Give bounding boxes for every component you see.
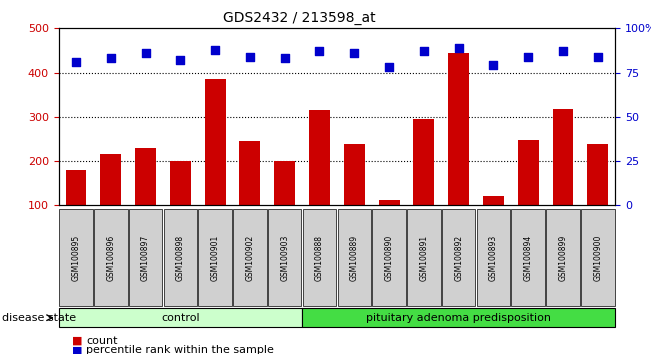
Text: GSM100895: GSM100895 [72, 234, 81, 281]
Text: GSM100891: GSM100891 [419, 234, 428, 281]
Text: percentile rank within the sample: percentile rank within the sample [86, 346, 274, 354]
Point [523, 54, 533, 59]
Text: GSM100896: GSM100896 [106, 234, 115, 281]
Point [279, 56, 290, 61]
Bar [66, 170, 87, 205]
Text: GSM100900: GSM100900 [593, 234, 602, 281]
Point [384, 64, 395, 70]
Point [349, 50, 359, 56]
Bar [483, 196, 504, 205]
Text: GSM100898: GSM100898 [176, 234, 185, 281]
Point [558, 48, 568, 54]
Point [314, 48, 325, 54]
Bar [379, 200, 400, 205]
Bar [309, 110, 330, 205]
Bar [170, 161, 191, 205]
Text: GSM100897: GSM100897 [141, 234, 150, 281]
Bar [587, 144, 608, 205]
Text: disease state: disease state [2, 313, 76, 323]
Point [592, 54, 603, 59]
Point [245, 54, 255, 59]
Bar [518, 140, 538, 205]
Point [210, 47, 220, 52]
Text: GSM100890: GSM100890 [385, 234, 394, 281]
Text: GSM100901: GSM100901 [211, 234, 219, 281]
Point [105, 56, 116, 61]
Bar [135, 148, 156, 205]
Point [175, 57, 186, 63]
Point [488, 63, 499, 68]
Text: GSM100889: GSM100889 [350, 234, 359, 281]
Text: control: control [161, 313, 200, 323]
Text: GSM100888: GSM100888 [315, 235, 324, 280]
Text: GSM100894: GSM100894 [523, 234, 533, 281]
Point [141, 50, 151, 56]
Bar [553, 109, 574, 205]
Bar [413, 119, 434, 205]
Text: GSM100892: GSM100892 [454, 234, 463, 281]
Text: ■: ■ [72, 346, 82, 354]
Text: GSM100899: GSM100899 [559, 234, 568, 281]
Text: GSM100893: GSM100893 [489, 234, 498, 281]
Text: count: count [86, 336, 117, 346]
Point [454, 45, 464, 51]
Text: pituitary adenoma predisposition: pituitary adenoma predisposition [366, 313, 551, 323]
Point [71, 59, 81, 65]
Text: GDS2432 / 213598_at: GDS2432 / 213598_at [223, 11, 376, 25]
Bar [204, 79, 225, 205]
Bar [240, 141, 260, 205]
Point [419, 48, 429, 54]
Text: GSM100902: GSM100902 [245, 234, 255, 281]
Text: GSM100903: GSM100903 [280, 234, 289, 281]
Bar [274, 161, 295, 205]
Text: ■: ■ [72, 336, 82, 346]
Bar [448, 53, 469, 205]
Bar [100, 154, 121, 205]
Bar [344, 144, 365, 205]
